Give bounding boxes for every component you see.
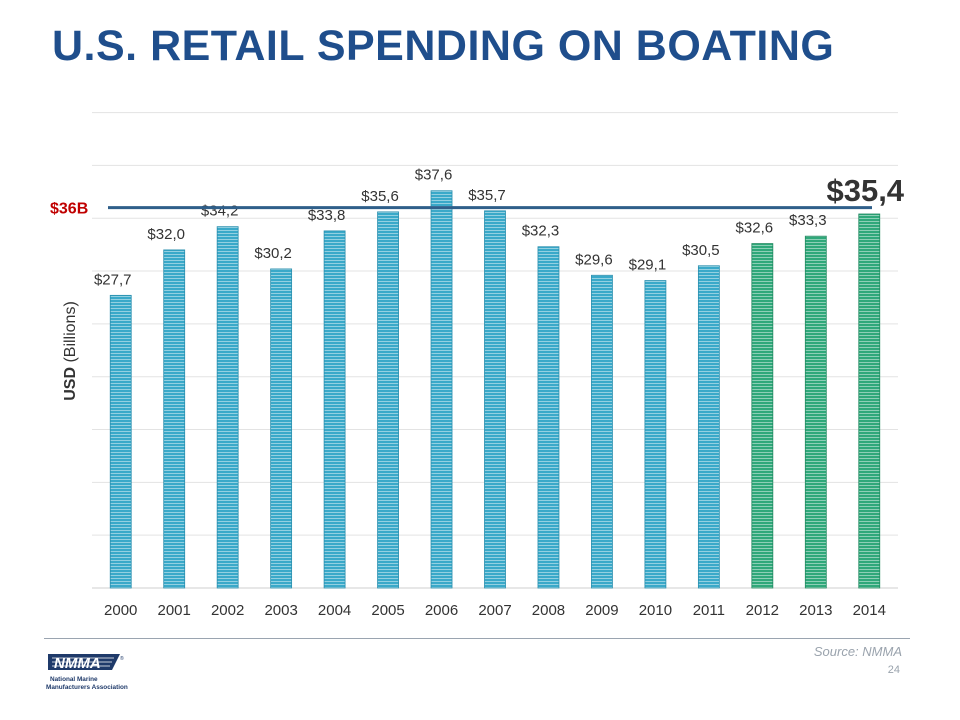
bar-2010	[644, 280, 667, 589]
data-label: $35,6	[361, 188, 399, 205]
x-tick-label: 2010	[639, 602, 672, 619]
page-number: 24	[887, 664, 900, 676]
bar-2003	[270, 268, 293, 589]
bar-2008	[537, 246, 560, 589]
footer-divider	[44, 638, 910, 639]
data-label: $29,1	[629, 257, 667, 274]
x-tick-label: 2011	[693, 602, 725, 619]
x-tick-label: 2008	[532, 602, 565, 619]
svg-text:NMMA: NMMA	[54, 655, 101, 672]
data-label: $37,6	[415, 167, 453, 184]
bar-2002	[216, 226, 239, 589]
data-label: $30,2	[254, 245, 292, 262]
bar-2006	[430, 190, 453, 589]
x-tick-label: 2009	[585, 602, 618, 619]
x-tick-label: 2013	[799, 602, 832, 619]
data-label: $32,6	[736, 220, 774, 237]
x-tick-label: 2003	[264, 602, 297, 619]
data-label: $35,7	[468, 187, 506, 204]
bar-2012	[751, 243, 774, 589]
x-tick-label: 2014	[853, 602, 886, 619]
y-axis-label: USD (Billions)	[62, 301, 79, 401]
nmma-logo: NMMA ® National Marine Manufacturers Ass…	[46, 654, 128, 691]
data-label: $29,6	[575, 251, 613, 268]
x-tick-label: 2006	[425, 602, 458, 619]
data-label: $33,3	[789, 212, 827, 229]
x-tick-label: 2000	[104, 602, 137, 619]
bar-2013	[804, 235, 827, 589]
data-label-highlight: $35,4	[826, 173, 904, 208]
reference-line-label: $36B	[50, 201, 88, 218]
svg-text:National Marine: National Marine	[50, 676, 98, 683]
data-label: $32,0	[147, 226, 185, 243]
bar-2011	[697, 265, 720, 589]
bar-2007	[484, 210, 506, 589]
data-label: $34,2	[201, 203, 239, 220]
page-title: U.S. RETAIL SPENDING ON BOATING	[52, 22, 835, 70]
bar-2000	[109, 294, 132, 589]
bar-chart: USD (Billions) 2000 $27,7 2001 $32,0 2002 $34,…	[50, 112, 905, 619]
bar-2004	[323, 230, 346, 589]
x-tick-label: 2001	[158, 602, 191, 619]
x-tick-label: 2004	[318, 602, 351, 619]
data-label: $27,7	[94, 271, 132, 288]
svg-text:Manufacturers Association: Manufacturers Association	[46, 684, 128, 691]
x-tick-label: 2012	[746, 602, 779, 619]
bar-2009	[591, 274, 613, 589]
data-label: $33,8	[308, 207, 346, 224]
x-tick-label: 2007	[478, 602, 511, 619]
bar-2001	[163, 249, 186, 589]
x-tick-label: 2002	[211, 602, 244, 619]
data-label: $30,5	[682, 242, 720, 259]
bar-2014	[858, 213, 881, 589]
bar-2005	[377, 211, 399, 589]
data-label: $32,3	[522, 223, 560, 240]
source-note: Source: NMMA	[813, 644, 902, 659]
svg-text:®: ®	[120, 655, 124, 662]
x-tick-label: 2005	[371, 602, 404, 619]
